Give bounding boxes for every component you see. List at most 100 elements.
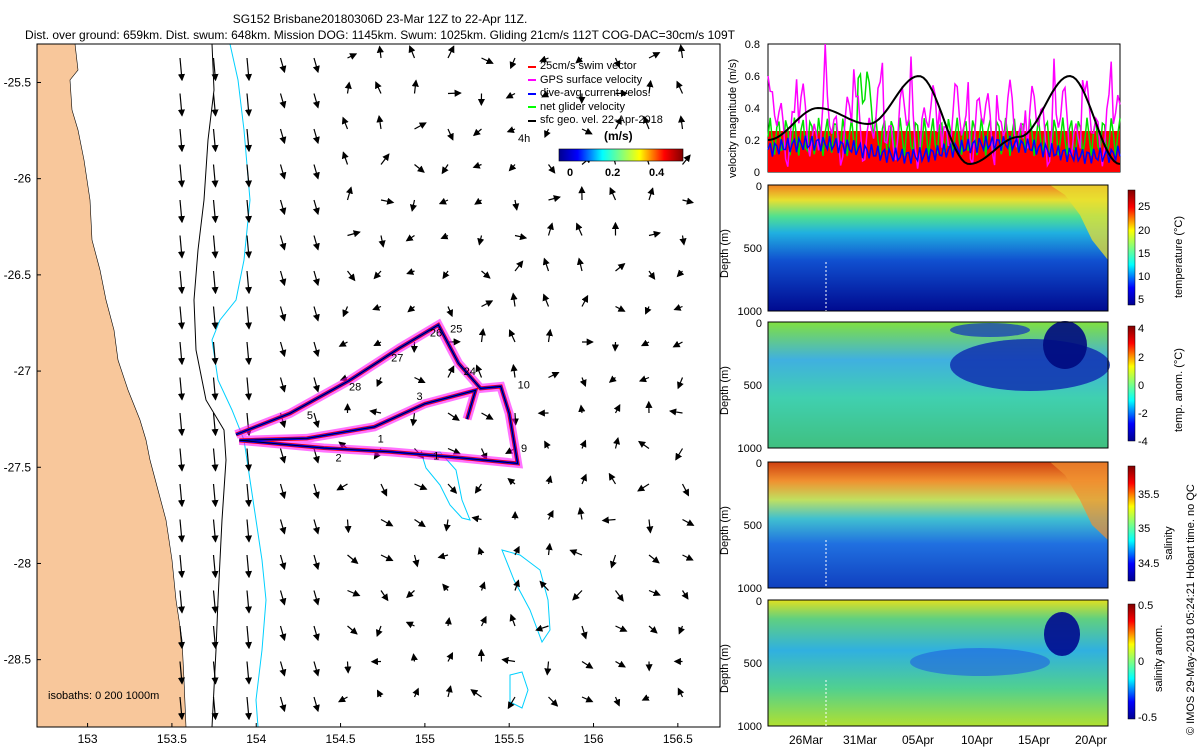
velocity-vector	[345, 186, 353, 201]
velocity-vector	[312, 341, 320, 358]
cbar-tick: -0.5	[1138, 712, 1157, 724]
isobaths-label: isobaths: 0 200 1000m	[48, 690, 159, 702]
legend-swatch-net	[528, 106, 536, 109]
velocity-vector	[613, 696, 621, 707]
colorbar-title: (m/s)	[604, 129, 633, 143]
velocity-vector	[615, 660, 626, 668]
day-label: 9	[521, 443, 527, 455]
geo-velocity-line	[767, 74, 1121, 166]
velocity-vector	[445, 685, 453, 698]
velocity-vector	[244, 341, 253, 366]
velocity-vector	[472, 161, 482, 169]
velocity-vector	[376, 689, 384, 698]
depth-label: Depth (m)	[720, 506, 731, 555]
velocity-vector	[244, 519, 253, 543]
velocity-vector	[369, 408, 382, 416]
velocity-vector	[615, 263, 626, 272]
speed-colorbar	[558, 148, 684, 162]
velocity-vector	[513, 579, 520, 591]
vel-ytick: 0.4	[745, 103, 760, 115]
velocity-vector	[177, 377, 186, 401]
velocity-vector	[312, 164, 320, 180]
velocity-vector	[279, 661, 287, 677]
velocity-vector	[312, 199, 320, 216]
credit-text: © IMOS 29-May-2018 05:24:21 Hobart time.…	[1185, 484, 1197, 735]
velocity-vector	[613, 57, 621, 69]
title-line-2: Dist. over ground: 659km. Dist. swum: 64…	[25, 28, 735, 42]
velocity-vector	[677, 44, 686, 59]
velocity-vector	[244, 661, 253, 685]
velocity-vector	[211, 696, 219, 721]
velocity-vector	[279, 483, 287, 500]
velocity-vector	[414, 164, 425, 173]
temp-anomaly-panel: 0 500 1000 Depth (m) 4 2 0 -2 -4 temp. a…	[720, 318, 1185, 455]
velocity-vector	[341, 116, 349, 130]
velocity-vector	[244, 199, 253, 224]
velocity-vector	[279, 164, 287, 180]
velocity-vector	[548, 372, 560, 379]
cbar-tick: -4	[1138, 436, 1148, 448]
velocity-vector	[514, 260, 524, 272]
velocity-vector	[244, 483, 253, 508]
velocity-vector	[509, 613, 517, 627]
velocity-vector	[412, 554, 420, 568]
velocity-vector	[312, 412, 320, 429]
velocity-vector	[380, 153, 390, 165]
velocity-vector	[682, 554, 694, 561]
cbar-tick: 0.5	[1138, 600, 1153, 612]
velocity-vector	[548, 195, 561, 203]
velocity-vector	[312, 377, 320, 393]
velocity-vector	[211, 57, 219, 82]
velocity-vector	[244, 306, 253, 330]
velocity-vector	[376, 115, 384, 130]
velocity-vector	[211, 661, 219, 685]
velocity-vector	[211, 235, 219, 259]
velocity-vector	[414, 519, 426, 528]
velocity-vector	[407, 305, 416, 313]
velocity-vector	[312, 270, 320, 287]
temperature-field	[768, 185, 1108, 311]
velocity-vector	[338, 340, 348, 347]
velocity-vector	[579, 377, 587, 388]
velocity-vector	[638, 440, 650, 449]
velocity-vector	[471, 515, 482, 523]
map-x-tick: 154.5	[326, 732, 356, 746]
colorbar-tick-2: 0.4	[649, 167, 665, 179]
map-x-tick: 155.5	[494, 732, 524, 746]
velocity-vector	[643, 115, 650, 130]
legend-time: 4h	[518, 133, 530, 145]
velocity-vector	[312, 57, 320, 74]
isobath-seamount-3	[509, 671, 529, 709]
velocity-vector	[279, 696, 287, 713]
velocity-vector	[177, 93, 186, 117]
velocity-vector	[177, 235, 186, 259]
cbar-tick: 5	[1138, 294, 1144, 306]
day-label: 28	[349, 381, 361, 393]
legend-swatch-dac	[528, 92, 536, 95]
velocity-vector	[447, 483, 458, 494]
velocity-vector	[279, 554, 287, 571]
velocity-vector	[512, 199, 520, 211]
velocity-vector	[576, 257, 584, 272]
salinity-field	[768, 462, 1108, 588]
legend-item-geo: sfc geo. vel. 22-Apr-2018	[528, 114, 663, 128]
velocity-vector	[447, 447, 461, 455]
velocity-vector	[441, 164, 449, 175]
velocity-vector	[177, 306, 186, 330]
velocity-vector	[580, 625, 588, 640]
velocity-vector	[575, 222, 583, 236]
cbar-label: salinity anom.	[1153, 625, 1165, 692]
velocity-vector	[344, 519, 352, 534]
velocity-vector	[406, 590, 415, 599]
day-label: 26	[430, 327, 442, 339]
day-label: 1	[433, 451, 439, 463]
velocity-vector	[508, 329, 516, 343]
velocity-vector	[545, 542, 553, 556]
velocity-vector	[646, 519, 654, 534]
velocity-vector	[510, 363, 518, 378]
velocity-vector	[682, 518, 695, 526]
velocity-vector	[279, 199, 287, 216]
velocity-vector	[648, 589, 661, 597]
velocity-vector	[480, 615, 487, 627]
